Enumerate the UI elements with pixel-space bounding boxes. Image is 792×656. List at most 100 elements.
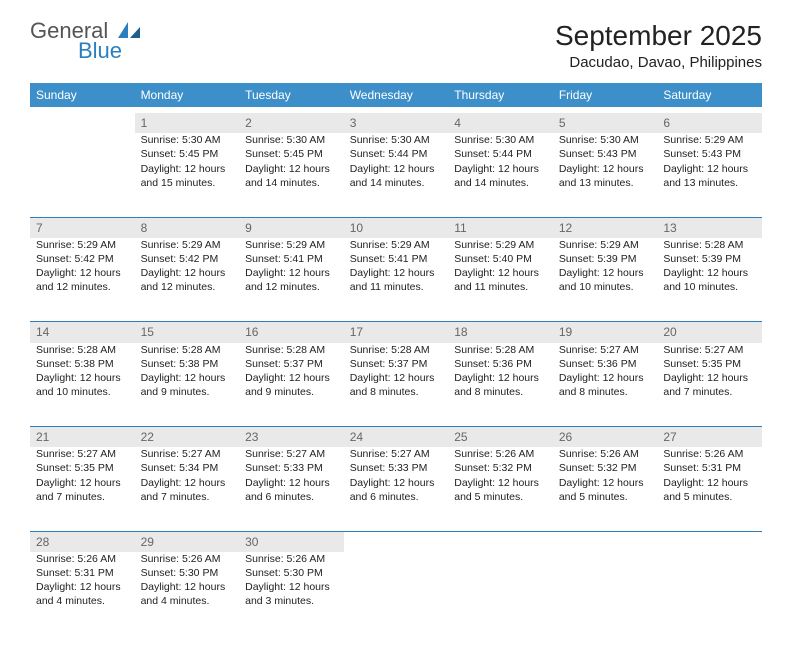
sunset-text: Sunset: 5:45 PM xyxy=(245,147,338,161)
day-cell: Sunrise: 5:30 AMSunset: 5:44 PMDaylight:… xyxy=(448,133,553,217)
dayheader-thu: Thursday xyxy=(448,83,553,110)
daylight-text: Daylight: 12 hours and 11 minutes. xyxy=(350,266,443,294)
day-cell xyxy=(30,133,135,217)
day-number: 2 xyxy=(239,110,344,133)
sunrise-text: Sunrise: 5:28 AM xyxy=(141,343,234,357)
content-row: Sunrise: 5:27 AMSunset: 5:35 PMDaylight:… xyxy=(30,447,762,531)
content-row: Sunrise: 5:28 AMSunset: 5:38 PMDaylight:… xyxy=(30,343,762,427)
daylight-text: Daylight: 12 hours and 14 minutes. xyxy=(245,162,338,190)
day-cell: Sunrise: 5:29 AMSunset: 5:41 PMDaylight:… xyxy=(344,238,449,322)
daylight-text: Daylight: 12 hours and 11 minutes. xyxy=(454,266,547,294)
dayheader-wed: Wednesday xyxy=(344,83,449,110)
dayheader-sun: Sunday xyxy=(30,83,135,110)
sunset-text: Sunset: 5:30 PM xyxy=(245,566,338,580)
day-number: 9 xyxy=(239,217,344,238)
day-cell: Sunrise: 5:27 AMSunset: 5:33 PMDaylight:… xyxy=(239,447,344,531)
daylight-text: Daylight: 12 hours and 3 minutes. xyxy=(245,580,338,608)
day-number xyxy=(448,531,553,552)
day-number: 5 xyxy=(553,110,658,133)
day-cell xyxy=(657,552,762,636)
day-cell: Sunrise: 5:29 AMSunset: 5:40 PMDaylight:… xyxy=(448,238,553,322)
daylight-text: Daylight: 12 hours and 5 minutes. xyxy=(454,476,547,504)
sunrise-text: Sunrise: 5:28 AM xyxy=(36,343,129,357)
day-cell: Sunrise: 5:30 AMSunset: 5:44 PMDaylight:… xyxy=(344,133,449,217)
day-number: 27 xyxy=(657,427,762,448)
sunset-text: Sunset: 5:35 PM xyxy=(36,461,129,475)
daylight-text: Daylight: 12 hours and 10 minutes. xyxy=(559,266,652,294)
sunrise-text: Sunrise: 5:29 AM xyxy=(663,133,756,147)
sunset-text: Sunset: 5:38 PM xyxy=(141,357,234,371)
sunrise-text: Sunrise: 5:29 AM xyxy=(245,238,338,252)
daynum-row: 14151617181920 xyxy=(30,322,762,343)
day-cell: Sunrise: 5:28 AMSunset: 5:36 PMDaylight:… xyxy=(448,343,553,427)
daylight-text: Daylight: 12 hours and 10 minutes. xyxy=(663,266,756,294)
sunrise-text: Sunrise: 5:29 AM xyxy=(141,238,234,252)
day-number: 6 xyxy=(657,110,762,133)
day-cell: Sunrise: 5:27 AMSunset: 5:35 PMDaylight:… xyxy=(657,343,762,427)
day-number: 26 xyxy=(553,427,658,448)
sunrise-text: Sunrise: 5:26 AM xyxy=(36,552,129,566)
brand-name-2: Blue xyxy=(78,40,140,62)
day-cell: Sunrise: 5:29 AMSunset: 5:39 PMDaylight:… xyxy=(553,238,658,322)
sunrise-text: Sunrise: 5:26 AM xyxy=(454,447,547,461)
day-cell: Sunrise: 5:27 AMSunset: 5:36 PMDaylight:… xyxy=(553,343,658,427)
day-cell xyxy=(553,552,658,636)
sunrise-text: Sunrise: 5:27 AM xyxy=(350,447,443,461)
sunset-text: Sunset: 5:40 PM xyxy=(454,252,547,266)
dayheader-fri: Friday xyxy=(553,83,658,110)
daylight-text: Daylight: 12 hours and 7 minutes. xyxy=(141,476,234,504)
day-cell: Sunrise: 5:27 AMSunset: 5:35 PMDaylight:… xyxy=(30,447,135,531)
sunrise-text: Sunrise: 5:30 AM xyxy=(454,133,547,147)
daylight-text: Daylight: 12 hours and 15 minutes. xyxy=(141,162,234,190)
day-number xyxy=(30,110,135,133)
day-cell: Sunrise: 5:26 AMSunset: 5:32 PMDaylight:… xyxy=(553,447,658,531)
day-number: 22 xyxy=(135,427,240,448)
daylight-text: Daylight: 12 hours and 9 minutes. xyxy=(245,371,338,399)
sunrise-text: Sunrise: 5:30 AM xyxy=(245,133,338,147)
sunrise-text: Sunrise: 5:28 AM xyxy=(350,343,443,357)
sunrise-text: Sunrise: 5:28 AM xyxy=(454,343,547,357)
sunset-text: Sunset: 5:31 PM xyxy=(663,461,756,475)
daylight-text: Daylight: 12 hours and 10 minutes. xyxy=(36,371,129,399)
day-cell: Sunrise: 5:26 AMSunset: 5:31 PMDaylight:… xyxy=(657,447,762,531)
day-number: 15 xyxy=(135,322,240,343)
day-number: 11 xyxy=(448,217,553,238)
sunrise-text: Sunrise: 5:27 AM xyxy=(36,447,129,461)
daynum-row: 282930 xyxy=(30,531,762,552)
content-row: Sunrise: 5:30 AMSunset: 5:45 PMDaylight:… xyxy=(30,133,762,217)
sunset-text: Sunset: 5:37 PM xyxy=(350,357,443,371)
sunrise-text: Sunrise: 5:29 AM xyxy=(36,238,129,252)
sunrise-text: Sunrise: 5:27 AM xyxy=(245,447,338,461)
sunset-text: Sunset: 5:37 PM xyxy=(245,357,338,371)
sunset-text: Sunset: 5:44 PM xyxy=(454,147,547,161)
daynum-row: 123456 xyxy=(30,110,762,133)
day-number: 10 xyxy=(344,217,449,238)
day-number: 21 xyxy=(30,427,135,448)
day-number: 12 xyxy=(553,217,658,238)
dayheader-mon: Monday xyxy=(135,83,240,110)
sunrise-text: Sunrise: 5:29 AM xyxy=(559,238,652,252)
daylight-text: Daylight: 12 hours and 6 minutes. xyxy=(350,476,443,504)
daylight-text: Daylight: 12 hours and 5 minutes. xyxy=(559,476,652,504)
daylight-text: Daylight: 12 hours and 8 minutes. xyxy=(350,371,443,399)
title-block: September 2025 Dacudao, Davao, Philippin… xyxy=(555,20,762,71)
day-number: 4 xyxy=(448,110,553,133)
sunset-text: Sunset: 5:44 PM xyxy=(350,147,443,161)
day-cell: Sunrise: 5:27 AMSunset: 5:33 PMDaylight:… xyxy=(344,447,449,531)
location-text: Dacudao, Davao, Philippines xyxy=(555,54,762,71)
day-number: 30 xyxy=(239,531,344,552)
sunset-text: Sunset: 5:35 PM xyxy=(663,357,756,371)
calendar-table: Sunday Monday Tuesday Wednesday Thursday… xyxy=(30,83,762,636)
sunrise-text: Sunrise: 5:26 AM xyxy=(559,447,652,461)
day-number: 7 xyxy=(30,217,135,238)
day-number xyxy=(553,531,658,552)
day-cell: Sunrise: 5:29 AMSunset: 5:42 PMDaylight:… xyxy=(135,238,240,322)
day-cell: Sunrise: 5:26 AMSunset: 5:30 PMDaylight:… xyxy=(239,552,344,636)
day-number xyxy=(657,531,762,552)
dayheader-sat: Saturday xyxy=(657,83,762,110)
sunset-text: Sunset: 5:33 PM xyxy=(350,461,443,475)
daynum-row: 78910111213 xyxy=(30,217,762,238)
daylight-text: Daylight: 12 hours and 7 minutes. xyxy=(36,476,129,504)
day-cell: Sunrise: 5:30 AMSunset: 5:45 PMDaylight:… xyxy=(135,133,240,217)
day-cell: Sunrise: 5:28 AMSunset: 5:39 PMDaylight:… xyxy=(657,238,762,322)
